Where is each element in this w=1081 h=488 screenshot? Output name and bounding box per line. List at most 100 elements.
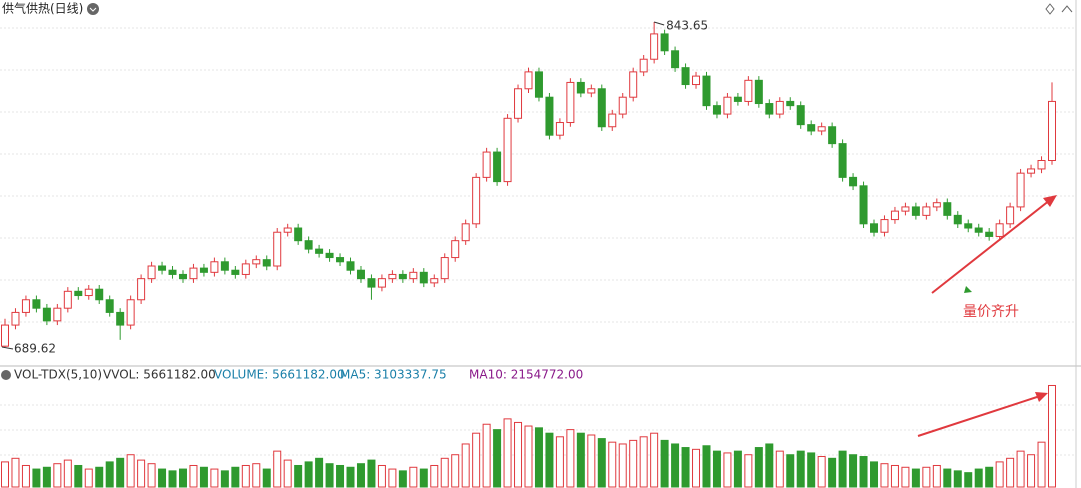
candle-body <box>702 75 711 107</box>
volume-bar <box>116 457 125 488</box>
candle-body <box>723 96 732 115</box>
volume-bar <box>325 463 334 488</box>
volume-bar <box>660 439 669 488</box>
candle-body <box>42 307 51 322</box>
candle-body <box>838 143 847 178</box>
candle-body <box>116 311 125 326</box>
volume-bar <box>1016 450 1025 488</box>
volume-bar <box>817 456 826 488</box>
candle-body <box>451 240 460 259</box>
volume-bar <box>63 459 72 488</box>
vol-menu-icon[interactable] <box>1 370 11 380</box>
candle-body <box>252 259 261 265</box>
volume-bar <box>985 466 994 488</box>
volume-bar <box>451 454 460 488</box>
volume-bar <box>974 468 983 488</box>
candle-body <box>922 206 931 216</box>
volume-bar <box>283 459 292 488</box>
candle-body <box>336 257 345 263</box>
diamond-icon[interactable] <box>1045 3 1055 15</box>
candle-body <box>618 96 627 115</box>
candle-body <box>325 252 334 259</box>
candle-body <box>283 227 292 233</box>
candle-body <box>482 151 491 178</box>
menu-icon-arrow <box>89 7 97 12</box>
candle-body <box>712 105 721 115</box>
candle-body <box>775 100 784 115</box>
volume-bar <box>377 464 386 488</box>
candle-body <box>231 269 240 275</box>
candle-body <box>911 206 920 216</box>
volume-bar <box>95 466 104 488</box>
volume-bar <box>870 461 879 488</box>
volume-bar <box>315 457 324 488</box>
candle-body <box>870 223 879 233</box>
volume-bar <box>807 452 816 488</box>
candle-body <box>273 231 282 267</box>
volume-bar <box>356 463 365 488</box>
volume-bar <box>524 425 533 488</box>
candle-body <box>388 273 397 280</box>
candle-body <box>754 79 763 105</box>
volume-bar <box>409 466 418 488</box>
volume-bar <box>534 427 543 488</box>
candle-body <box>356 269 365 280</box>
candle-body <box>1 324 9 347</box>
volume-bar <box>304 461 313 488</box>
arrow-head <box>1043 195 1057 207</box>
candle-body <box>964 223 973 229</box>
volume-bar <box>367 459 376 488</box>
annotation: 量价齐升 <box>963 304 1019 320</box>
candle-body <box>262 259 271 267</box>
candle-body <box>943 202 952 216</box>
candle-body <box>639 58 648 73</box>
candle-body <box>1037 160 1046 170</box>
volume-bar <box>1 461 9 488</box>
candle-body <box>493 151 502 183</box>
volume-bar <box>754 447 763 488</box>
candle-body <box>828 126 837 145</box>
candle-body <box>377 278 386 288</box>
candle-body <box>294 227 303 242</box>
candle-body <box>137 278 146 301</box>
collapse-icon[interactable] <box>1061 5 1073 13</box>
volume-bar <box>838 450 847 488</box>
volume-bar <box>503 418 512 488</box>
high-leader <box>653 21 665 26</box>
candle-body <box>53 307 62 322</box>
vol-header-item: MA5: 3103337.75 <box>340 368 447 382</box>
candle-body <box>472 176 481 225</box>
volume-bar <box>880 463 889 488</box>
volume-bar <box>796 450 805 488</box>
volume-bar <box>555 436 564 488</box>
menu-icon[interactable] <box>87 3 99 15</box>
volume-bar <box>482 423 491 488</box>
candle-body <box>765 103 774 115</box>
volume-bar <box>231 466 240 488</box>
candle-body <box>220 261 229 271</box>
volume-bar <box>597 438 606 488</box>
candle-body <box>555 122 564 136</box>
volume-bar <box>545 432 554 488</box>
volume-bar <box>629 439 638 488</box>
candle-body <box>514 88 523 119</box>
volume-bar <box>943 468 952 488</box>
volume-bar <box>849 454 858 488</box>
candle-body <box>199 267 208 273</box>
volume-bar <box>608 441 617 488</box>
candle-body <box>733 96 742 102</box>
volume-bar <box>692 448 701 488</box>
volume-bar <box>262 468 271 488</box>
volume-bar <box>744 454 753 488</box>
volume-bar <box>137 459 146 488</box>
candle-body <box>95 288 104 301</box>
volume-bar <box>126 454 135 488</box>
volume-bar <box>1027 454 1036 488</box>
candle-body <box>524 71 533 90</box>
volume-bar <box>618 443 627 488</box>
volume-bar <box>1048 384 1056 488</box>
volume-bar <box>576 432 585 488</box>
volume-bar <box>765 443 774 488</box>
vol-header-item: VOL-TDX(5,10) <box>14 368 102 382</box>
candle-body <box>210 261 219 273</box>
